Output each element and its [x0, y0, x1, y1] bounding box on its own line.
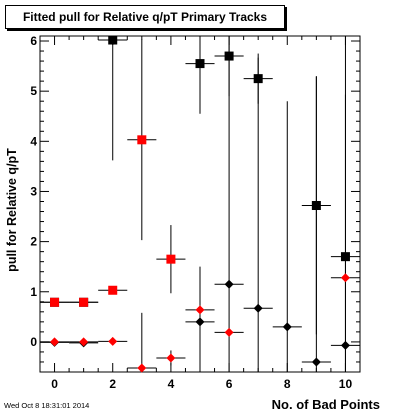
- y-tick-label: 0: [30, 335, 37, 349]
- red-diamond-marker: [224, 327, 234, 337]
- red-diamond-marker: [137, 363, 147, 373]
- y-tick-label: 5: [30, 84, 37, 98]
- x-tick-label: 2: [109, 377, 116, 391]
- black-diamond-marker: [195, 317, 205, 327]
- y-tick-label: 4: [30, 134, 37, 148]
- red-diamond-marker: [108, 336, 118, 346]
- black-square-marker: [108, 35, 118, 45]
- red-square-marker: [166, 254, 176, 264]
- data-marks: [40, 35, 360, 373]
- black-diamond-marker: [340, 340, 350, 350]
- black-square-marker: [224, 51, 234, 61]
- red-square-marker: [50, 297, 60, 307]
- black-square-marker: [195, 59, 205, 69]
- black-diamond-marker: [224, 279, 234, 289]
- black-diamond-marker: [282, 322, 292, 332]
- black-square-marker: [311, 201, 321, 211]
- x-tick-label: 6: [226, 377, 233, 391]
- x-tick-label: 4: [168, 377, 175, 391]
- black-square-marker: [253, 74, 263, 84]
- chart-title-box: Fitted pull for Relative q/pT Primary Tr…: [5, 5, 285, 29]
- y-tick-label: 1: [30, 285, 37, 299]
- black-diamond-marker: [311, 357, 321, 367]
- y-tick-label: 3: [30, 184, 37, 198]
- axis-ticks: 0 2 4 6 8 10 0 1 2 3 4 5 6: [30, 34, 361, 391]
- red-square-marker: [108, 285, 118, 295]
- x-tick-label: 8: [284, 377, 291, 391]
- y-axis-label: pull for Relative q/pT: [5, 148, 19, 272]
- y-tick-label: 6: [30, 34, 37, 48]
- timestamp: Wed Oct 8 18:31:01 2014: [4, 401, 90, 410]
- black-diamond-marker: [253, 303, 263, 313]
- red-diamond-marker: [195, 305, 205, 315]
- red-diamond-marker: [79, 337, 89, 347]
- red-diamond-marker: [340, 273, 350, 283]
- red-diamond-marker: [50, 337, 60, 347]
- y-tick-label: 2: [30, 235, 37, 249]
- red-square-marker: [79, 297, 89, 307]
- x-tick-label: 10: [339, 377, 353, 391]
- x-tick-label: 0: [51, 377, 58, 391]
- x-axis-label: No. of Bad Points: [271, 397, 380, 412]
- chart-title: Fitted pull for Relative q/pT Primary Tr…: [22, 10, 268, 24]
- red-square-marker: [137, 135, 147, 145]
- red-diamond-marker: [166, 353, 176, 363]
- black-square-marker: [340, 252, 350, 262]
